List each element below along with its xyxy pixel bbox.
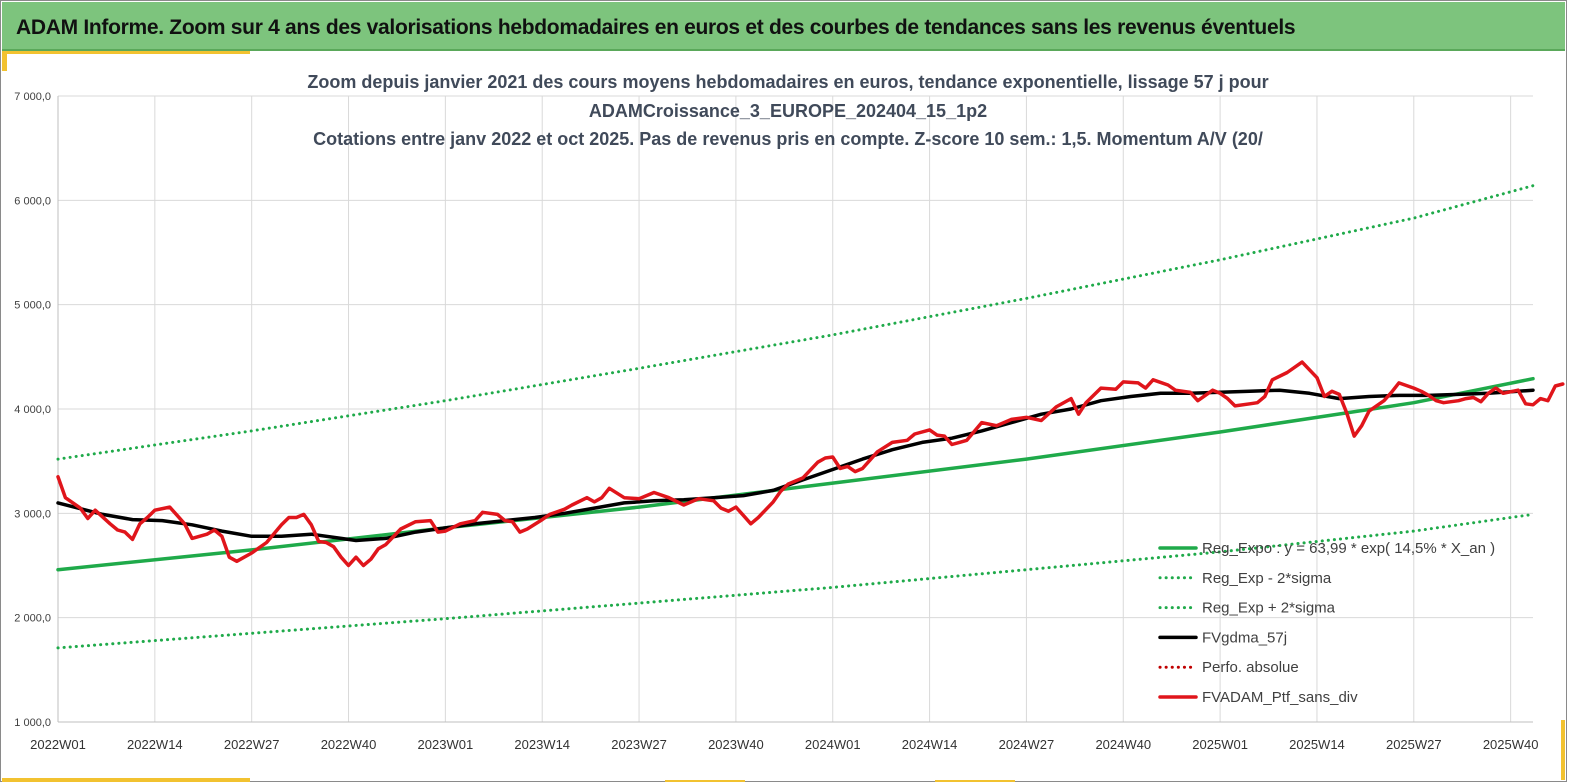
legend-label: Reg_Expo : y = 63,99 * exp( 14,5% * X_an… — [1202, 540, 1495, 557]
chart-title-line: ADAMCroissance_3_EUROPE_202404_15_1p2 — [589, 101, 987, 121]
series-line — [56, 388, 1535, 543]
legend-label: FVADAM_Ptf_sans_div — [1202, 689, 1358, 706]
x-tick-label: 2025W14 — [1289, 737, 1345, 752]
chart-series — [56, 184, 1565, 650]
x-tick-label: 2022W40 — [321, 737, 377, 752]
series-line — [56, 360, 1565, 568]
series-line — [56, 376, 1535, 572]
chart-title-line: Cotations entre janv 2022 et oct 2025. P… — [313, 129, 1263, 149]
y-tick-label: 4 000,0 — [14, 404, 51, 416]
x-tick-label: 2025W40 — [1483, 737, 1539, 752]
accent-bar-bottom-mid — [665, 780, 745, 782]
chart-title: Zoom depuis janvier 2021 des cours moyen… — [307, 72, 1268, 149]
y-tick-label: 2 000,0 — [14, 613, 51, 625]
legend-label: FVgdma_57j — [1202, 629, 1287, 646]
x-tick-label: 2024W14 — [902, 737, 958, 752]
x-tick-label: 2025W27 — [1386, 737, 1442, 752]
accent-bar-top — [2, 51, 250, 54]
x-tick-label: 2023W27 — [611, 737, 667, 752]
y-tick-label: 6 000,0 — [14, 195, 51, 207]
accent-bar-left — [2, 51, 7, 71]
x-tick-label: 2022W01 — [30, 737, 86, 752]
y-tick-label: 3 000,0 — [14, 508, 51, 520]
x-tick-label: 2024W40 — [1095, 737, 1151, 752]
x-tick-label: 2025W01 — [1192, 737, 1248, 752]
y-tick-label: 7 000,0 — [14, 91, 51, 103]
y-tick-label: 1 000,0 — [14, 717, 51, 729]
chart-legend: Reg_Expo : y = 63,99 * exp( 14,5% * X_an… — [1158, 540, 1495, 706]
x-tick-label: 2024W01 — [805, 737, 861, 752]
accent-bar-right — [1561, 720, 1565, 780]
x-tick-label: 2023W01 — [418, 737, 474, 752]
series-line — [56, 184, 1535, 461]
chart-grid — [57, 95, 1533, 723]
chart-title-line: Zoom depuis janvier 2021 des cours moyen… — [307, 72, 1268, 92]
legend-label: Reg_Exp - 2*sigma — [1202, 570, 1332, 587]
report-header: ADAM Informe. Zoom sur 4 ans des valoris… — [2, 2, 1565, 51]
report-title: ADAM Informe. Zoom sur 4 ans des valoris… — [16, 16, 1296, 39]
x-tick-label: 2023W14 — [514, 737, 570, 752]
accent-bar-bottom-right — [935, 780, 1015, 782]
legend-label: Reg_Exp + 2*sigma — [1202, 600, 1336, 617]
x-tick-label: 2022W14 — [127, 737, 183, 752]
accent-bar-bottom-left — [2, 778, 250, 782]
x-axis-ticks: 2022W01 2022W14 2022W27 2022W40 2023W01 2023W… — [30, 737, 1538, 752]
x-tick-label: 2024W27 — [999, 737, 1055, 752]
x-tick-label: 2022W27 — [224, 737, 280, 752]
legend-label: Perfo. absolue — [1202, 659, 1299, 676]
y-axis-ticks: 1 000,0 2 000,0 3 000,0 4 000,0 5 000,0 6 000… — [14, 91, 51, 729]
y-tick-label: 5 000,0 — [14, 300, 51, 312]
x-tick-label: 2023W40 — [708, 737, 764, 752]
